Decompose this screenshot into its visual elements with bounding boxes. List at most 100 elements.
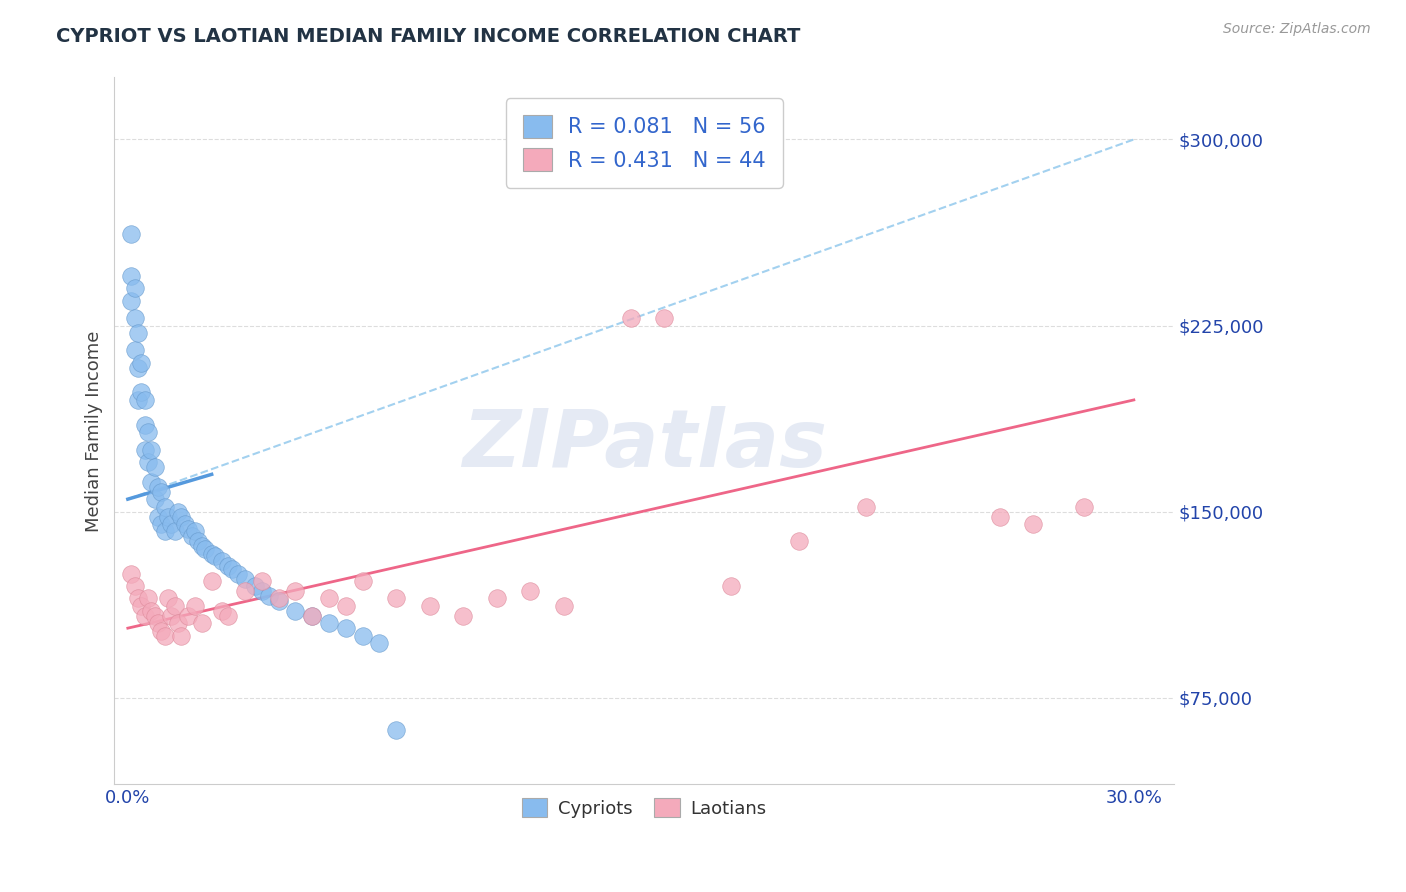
Point <box>141 604 163 618</box>
Point <box>120 566 142 581</box>
Point <box>267 591 290 606</box>
Point <box>180 529 202 543</box>
Point <box>134 608 156 623</box>
Point <box>233 583 256 598</box>
Point <box>301 608 323 623</box>
Legend: Cypriots, Laotians: Cypriots, Laotians <box>515 791 773 825</box>
Y-axis label: Median Family Income: Median Family Income <box>86 330 103 532</box>
Point <box>855 500 877 514</box>
Point <box>301 608 323 623</box>
Point <box>134 417 156 432</box>
Point <box>352 629 374 643</box>
Point <box>124 579 146 593</box>
Point <box>217 608 239 623</box>
Point <box>120 268 142 283</box>
Point <box>385 723 408 737</box>
Point <box>335 621 357 635</box>
Point <box>127 591 149 606</box>
Point <box>136 425 159 440</box>
Point <box>368 636 391 650</box>
Point <box>129 356 152 370</box>
Point <box>352 574 374 588</box>
Point <box>201 547 224 561</box>
Point <box>318 616 340 631</box>
Point <box>228 566 250 581</box>
Point <box>150 624 173 638</box>
Point <box>190 616 212 631</box>
Point <box>127 392 149 407</box>
Point <box>153 524 176 539</box>
Point <box>211 604 233 618</box>
Point <box>267 594 290 608</box>
Point <box>167 504 190 518</box>
Point <box>136 455 159 469</box>
Point <box>318 591 340 606</box>
Point <box>150 484 173 499</box>
Point <box>1073 500 1095 514</box>
Point <box>146 480 169 494</box>
Point <box>124 343 146 358</box>
Point <box>184 599 207 613</box>
Point <box>211 554 233 568</box>
Point <box>170 509 193 524</box>
Point <box>163 599 186 613</box>
Point <box>284 604 307 618</box>
Point <box>787 534 810 549</box>
Point <box>620 311 643 326</box>
Point <box>720 579 742 593</box>
Point <box>233 572 256 586</box>
Point <box>335 599 357 613</box>
Point <box>146 616 169 631</box>
Point <box>245 579 267 593</box>
Point <box>136 591 159 606</box>
Point <box>553 599 575 613</box>
Point <box>153 629 176 643</box>
Point <box>177 608 200 623</box>
Point <box>129 599 152 613</box>
Point <box>157 591 180 606</box>
Point <box>127 326 149 340</box>
Point <box>150 516 173 531</box>
Point <box>153 500 176 514</box>
Point <box>284 583 307 598</box>
Point <box>143 608 166 623</box>
Point <box>654 311 676 326</box>
Point <box>163 524 186 539</box>
Text: Source: ZipAtlas.com: Source: ZipAtlas.com <box>1223 22 1371 37</box>
Point <box>167 616 190 631</box>
Point <box>988 509 1011 524</box>
Point <box>419 599 441 613</box>
Point <box>120 227 142 241</box>
Point <box>129 385 152 400</box>
Point <box>221 561 243 575</box>
Point <box>157 509 180 524</box>
Point <box>120 293 142 308</box>
Point <box>190 539 212 553</box>
Point <box>173 516 195 531</box>
Point <box>127 360 149 375</box>
Text: ZIPatlas: ZIPatlas <box>461 406 827 484</box>
Point <box>187 534 209 549</box>
Point <box>143 459 166 474</box>
Point <box>250 574 273 588</box>
Point <box>124 281 146 295</box>
Point <box>485 591 508 606</box>
Text: CYPRIOT VS LAOTIAN MEDIAN FAMILY INCOME CORRELATION CHART: CYPRIOT VS LAOTIAN MEDIAN FAMILY INCOME … <box>56 27 800 45</box>
Point <box>201 574 224 588</box>
Point <box>250 583 273 598</box>
Point <box>194 541 217 556</box>
Point <box>141 475 163 489</box>
Point <box>146 509 169 524</box>
Point <box>217 559 239 574</box>
Point <box>1022 516 1045 531</box>
Point <box>134 442 156 457</box>
Point <box>124 311 146 326</box>
Point <box>257 589 280 603</box>
Point <box>204 549 226 564</box>
Point <box>170 629 193 643</box>
Point <box>385 591 408 606</box>
Point <box>184 524 207 539</box>
Point <box>519 583 541 598</box>
Point <box>141 442 163 457</box>
Point <box>143 492 166 507</box>
